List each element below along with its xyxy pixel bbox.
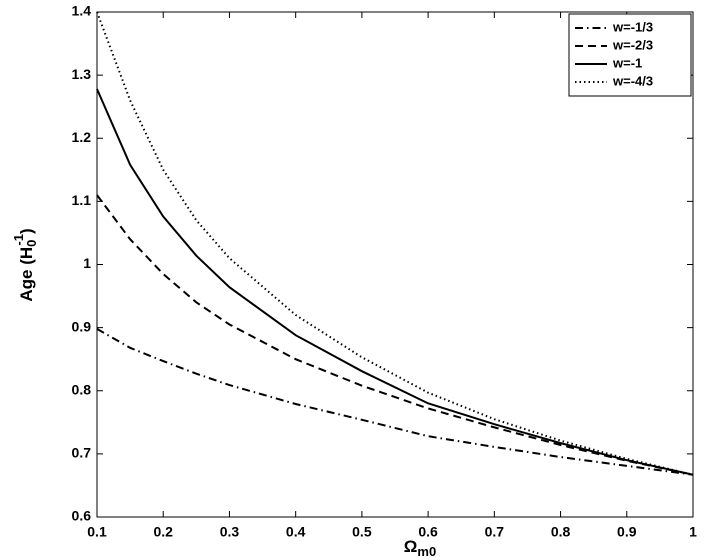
- y-label-close: ): [17, 228, 36, 234]
- series-line: [96, 88, 694, 476]
- y-tick-label: 0.6: [72, 508, 92, 524]
- y-tick-label: 0.7: [72, 445, 92, 461]
- x-tick-label: 0.4: [286, 524, 306, 540]
- series-line: [96, 11, 694, 476]
- y-tick-label: 1.1: [72, 192, 92, 208]
- y-tick-label: 0.8: [72, 381, 92, 397]
- legend-label: w=-1/3: [612, 19, 653, 34]
- legend-label: w=-2/3: [612, 37, 653, 52]
- series-line: [96, 194, 694, 476]
- y-tick-label: 1: [83, 255, 91, 271]
- x-tick-label: 0.9: [617, 524, 637, 540]
- y-label-sub: 0: [24, 240, 39, 247]
- x-label-text: Ω: [404, 537, 418, 556]
- x-tick-label: 0.6: [418, 524, 438, 540]
- x-tick-label: 0.3: [220, 524, 240, 540]
- y-tick-label: 1.2: [72, 129, 92, 145]
- x-tick-label: 0.8: [551, 524, 571, 540]
- y-tick-label: 1.3: [72, 66, 92, 82]
- legend-label: w=-4/3: [612, 73, 653, 88]
- x-label-sub: m0: [417, 544, 436, 559]
- x-tick-label: 0.2: [153, 524, 173, 540]
- x-tick-label: 0.5: [352, 524, 372, 540]
- y-label-sup: -1: [11, 234, 26, 246]
- y-axis-label: Age (H0-1): [11, 228, 39, 301]
- x-tick-label: 1: [689, 524, 697, 540]
- x-tick-label: 0.7: [485, 524, 505, 540]
- x-tick-label: 0.1: [87, 524, 107, 540]
- y-tick-label: 0.9: [72, 318, 92, 334]
- series-line: [96, 328, 694, 476]
- y-label-text: Age (H: [17, 247, 36, 302]
- y-tick-label: 1.4: [72, 3, 92, 19]
- x-axis-label: Ωm0: [404, 537, 436, 559]
- legend-label: w=-1: [612, 55, 642, 70]
